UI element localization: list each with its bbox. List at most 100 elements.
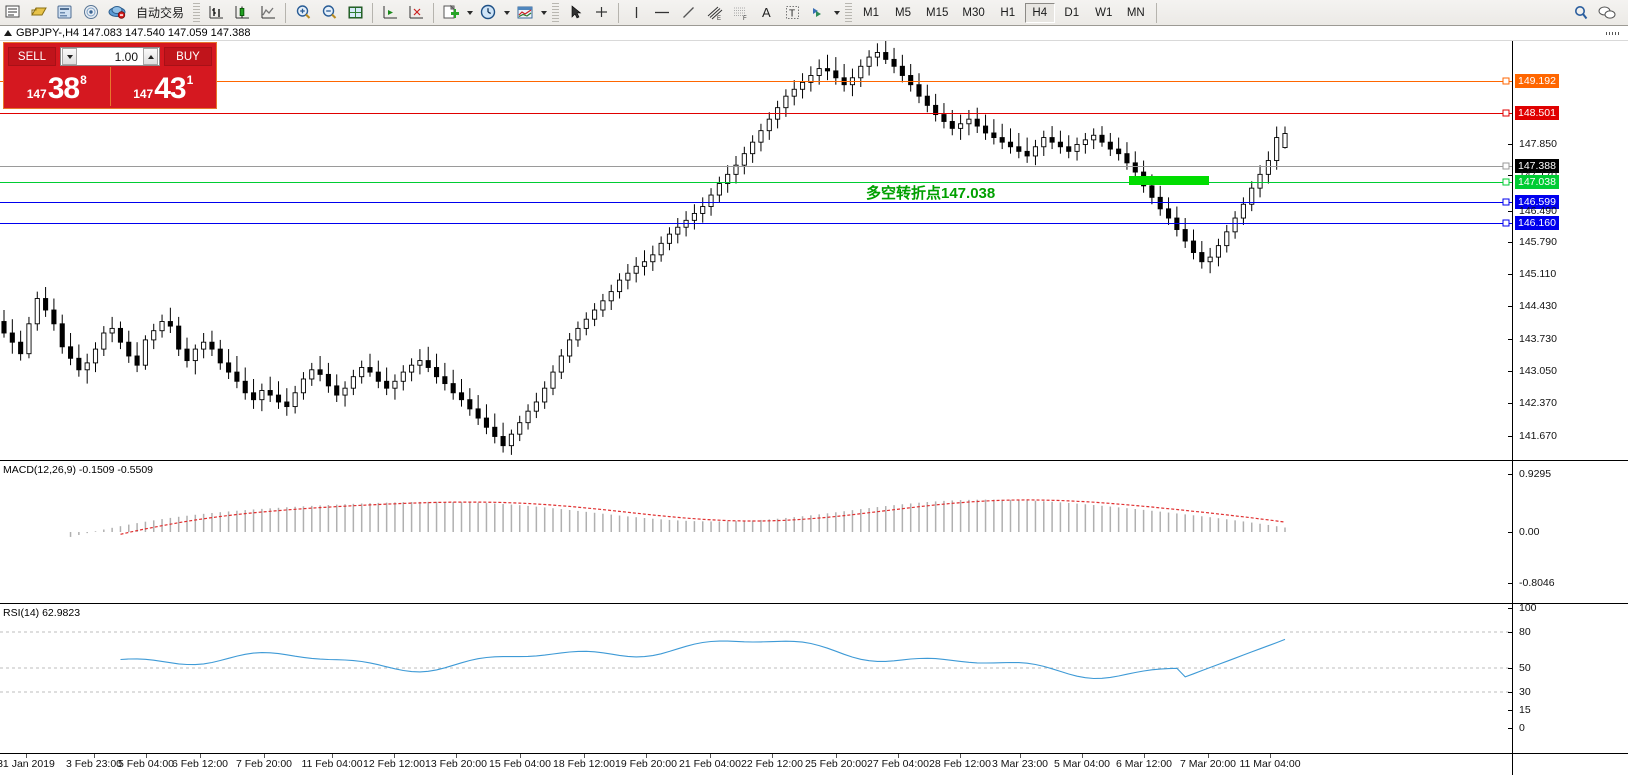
time-label: 25 Feb 20:00	[805, 758, 867, 770]
price-line-handle-147.388[interactable]	[1502, 162, 1510, 170]
price-label-149.192[interactable]: 149.192	[1515, 74, 1559, 88]
sell-price-main: 38	[47, 72, 80, 105]
fibonacci-icon[interactable]: F	[727, 1, 753, 25]
timeframe-w1[interactable]: W1	[1095, 6, 1113, 19]
macd-tick	[1508, 583, 1513, 584]
period-chevron-down-icon[interactable]	[501, 1, 512, 25]
sell-price[interactable]: 147 38 8	[6, 67, 108, 106]
text-label-icon[interactable]: T	[779, 1, 805, 25]
chart-annotation-text[interactable]: 多空转折点147.038	[866, 185, 996, 202]
timeframe-m30[interactable]: M30	[962, 6, 985, 19]
price-line-handle-146.160[interactable]	[1502, 219, 1510, 227]
price-line-148.501[interactable]	[0, 113, 1512, 114]
trade-panel-controls: SELL 1.00 BUY	[4, 43, 216, 67]
price-line-147.038[interactable]	[0, 182, 1512, 183]
timeframe-m1[interactable]: M1	[863, 6, 879, 19]
price-line-handle-149.192[interactable]	[1502, 77, 1510, 85]
toolbar-grip[interactable]	[193, 2, 201, 23]
timeframe-m5[interactable]: M5	[895, 6, 911, 19]
price-line-handle-146.599[interactable]	[1502, 198, 1510, 206]
svg-text:T: T	[789, 9, 795, 20]
price-label-142.370: 142.370	[1519, 397, 1557, 409]
price-line-146.599[interactable]	[0, 202, 1512, 203]
toolbar-separator	[285, 2, 287, 23]
price-label-147.038[interactable]: 147.038	[1515, 175, 1559, 189]
chart-area[interactable]: 多空转折点147.038 149.192 148.501 147.850 147.38…	[0, 41, 1628, 775]
timeframe-m15[interactable]: M15	[926, 6, 949, 19]
shapes-icon[interactable]	[805, 1, 831, 25]
one-click-trading-panel[interactable]: SELL 1.00 BUY 147 38 8 147 43 1	[3, 42, 217, 109]
market-watch-icon[interactable]	[52, 1, 78, 25]
time-label: 11 Feb 04:00	[301, 758, 363, 770]
toolbar-grip-2[interactable]	[552, 2, 560, 23]
bar-chart-icon[interactable]	[203, 1, 229, 25]
indicators-chevron-down-icon[interactable]	[538, 1, 549, 25]
horizontal-line-icon[interactable]	[649, 1, 675, 25]
cursor-icon[interactable]	[562, 1, 588, 25]
volume-input[interactable]: 1.00	[60, 47, 160, 66]
macd-pane[interactable]: MACD(12,26,9) -0.1509 -0.5509 0.9295 0.00…	[0, 460, 1628, 602]
time-label: 7 Mar 20:00	[1179, 758, 1237, 770]
buy-button[interactable]: BUY	[164, 47, 212, 66]
trendline-icon[interactable]	[675, 1, 701, 25]
price-label-146.599[interactable]: 146.599	[1515, 195, 1559, 209]
text-icon[interactable]: A	[753, 1, 779, 25]
volume-value[interactable]: 1.00	[114, 49, 138, 64]
window-restore-icon[interactable]	[1606, 32, 1620, 35]
price-line-handle-148.501[interactable]	[1502, 109, 1510, 117]
templates-chevron-down-icon[interactable]	[464, 1, 475, 25]
price-label-148.501[interactable]: 148.501	[1515, 106, 1559, 120]
zoom-in-icon[interactable]	[290, 1, 316, 25]
time-label: 31 Jan 2019	[0, 758, 55, 770]
autotrading-button[interactable]: 自动交易	[136, 6, 185, 20]
auto-scroll-icon[interactable]	[403, 1, 429, 25]
price-line-149.192[interactable]	[0, 81, 1512, 82]
timeframe-mn[interactable]: MN	[1126, 6, 1145, 19]
price-pane[interactable]	[0, 41, 1628, 459]
chat-icon[interactable]	[1594, 1, 1620, 25]
macd-tick	[1508, 532, 1513, 533]
rsi-label-15: 15	[1519, 704, 1531, 716]
timeframe-d1[interactable]: D1	[1064, 6, 1080, 19]
templates-icon[interactable]	[438, 1, 464, 25]
time-label: 28 Feb 12:00	[929, 758, 991, 770]
indicators-icon[interactable]	[512, 1, 538, 25]
vertical-line-icon[interactable]	[623, 1, 649, 25]
volume-increase-button[interactable]	[143, 48, 158, 65]
price-line-147.388[interactable]	[0, 166, 1512, 167]
time-tick	[332, 754, 333, 758]
broadcast-icon[interactable]	[78, 1, 104, 25]
folder-icon[interactable]	[26, 1, 52, 25]
price-label-147.388[interactable]: 147.388	[1515, 159, 1559, 173]
volume-decrease-button[interactable]	[62, 48, 77, 65]
equidistant-channel-icon[interactable]: E	[701, 1, 727, 25]
timeframe-h4[interactable]: H4	[1024, 2, 1055, 23]
timeframe-h1[interactable]: H1	[1000, 6, 1016, 19]
period-separator-icon[interactable]	[475, 1, 501, 25]
shapes-chevron-down-icon[interactable]	[831, 1, 842, 25]
line-chart-icon[interactable]	[255, 1, 281, 25]
buy-price[interactable]: 147 43 1	[112, 67, 214, 106]
toolbar-grip-3[interactable]	[845, 2, 853, 23]
support-zone-rectangle[interactable]	[1129, 176, 1209, 185]
time-label: 5 Mar 04:00	[1053, 758, 1111, 770]
time-label: 21 Feb 04:00	[679, 758, 741, 770]
rsi-pane[interactable]: RSI(14) 62.9823 100 80 50 30 15 0	[0, 602, 1628, 753]
time-tick	[1020, 754, 1021, 758]
search-icon[interactable]	[1568, 1, 1594, 25]
sell-button[interactable]: SELL	[8, 47, 56, 66]
price-line-handle-147.038[interactable]	[1502, 178, 1510, 186]
zoom-out-icon[interactable]	[316, 1, 342, 25]
time-tick	[456, 754, 457, 758]
price-line-146.160[interactable]	[0, 223, 1512, 224]
expert-advisor-icon[interactable]	[104, 1, 130, 25]
chart-expand-icon[interactable]	[4, 30, 12, 36]
candlestick-chart-icon[interactable]	[229, 1, 255, 25]
rsi-tick	[1508, 608, 1513, 609]
price-axis: 149.192148.501147.850147.388147.170147.0…	[0, 41, 1628, 506]
price-label-146.160[interactable]: 146.160	[1515, 216, 1559, 230]
chart-grid-icon[interactable]	[342, 1, 368, 25]
new-order-icon[interactable]	[0, 1, 26, 25]
crosshair-icon[interactable]	[588, 1, 614, 25]
chart-shift-icon[interactable]	[377, 1, 403, 25]
